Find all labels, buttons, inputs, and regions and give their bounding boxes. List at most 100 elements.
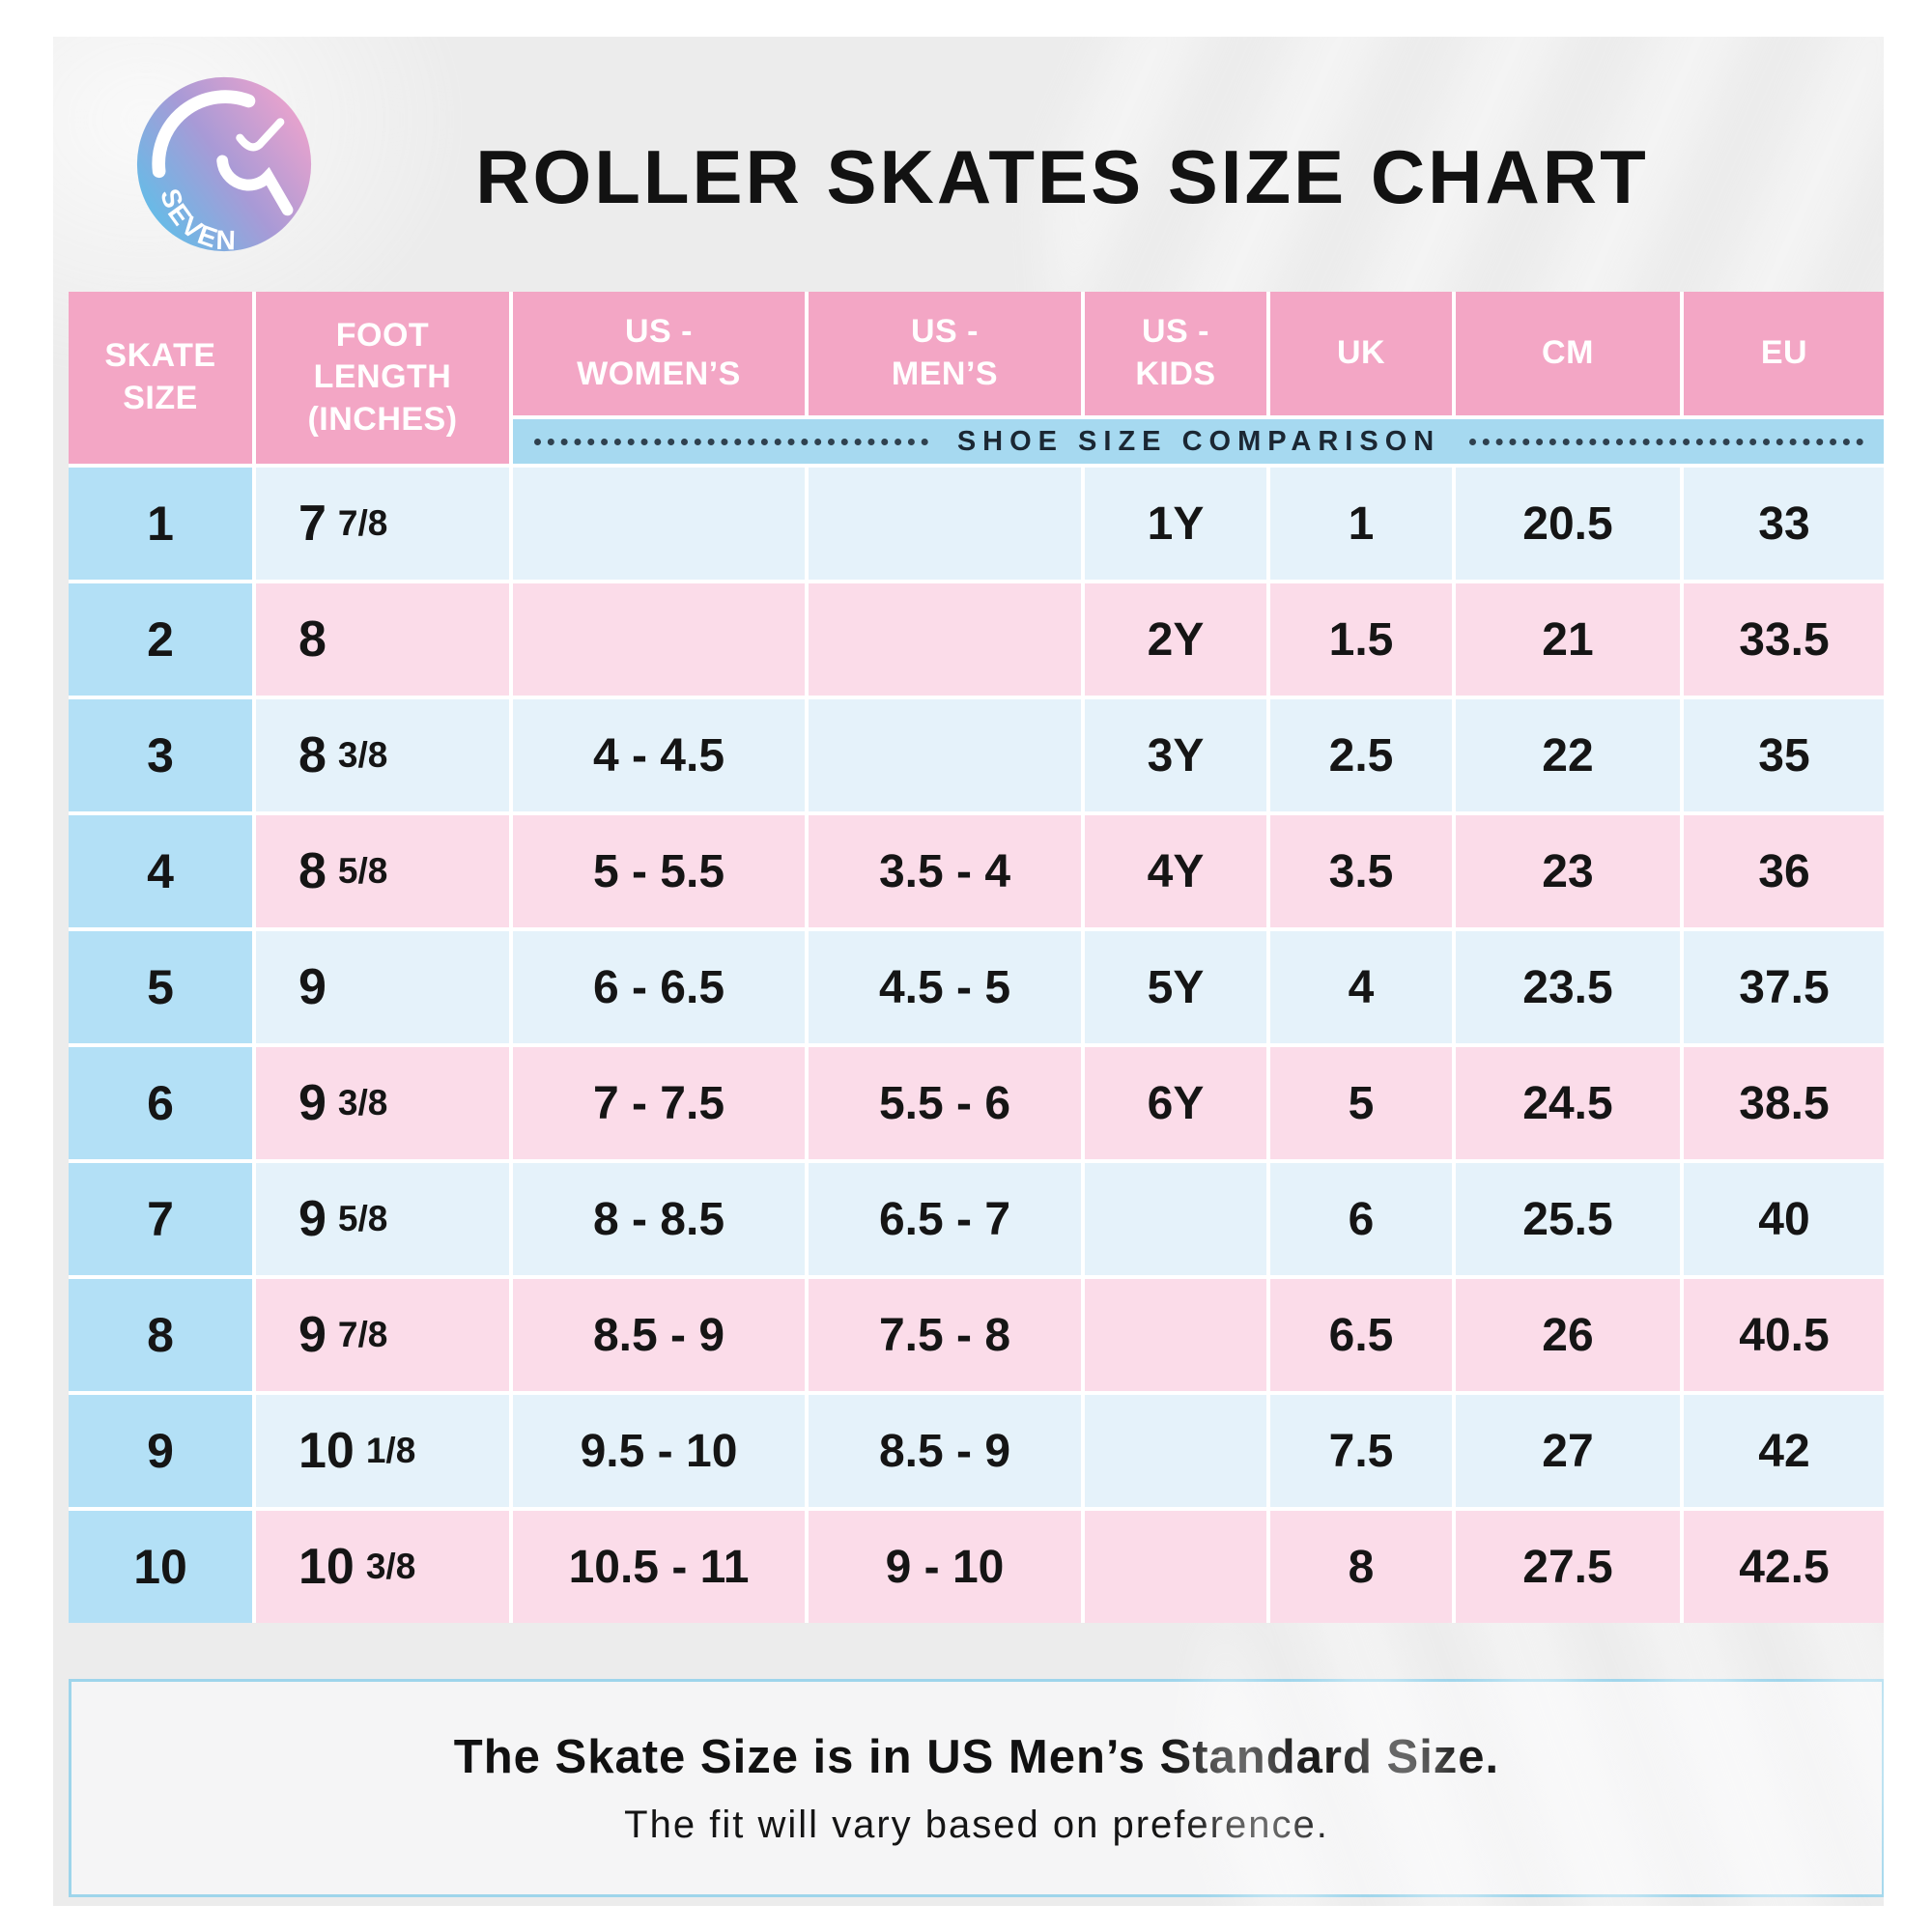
cell-kids-row-2: 2Y xyxy=(1085,583,1266,696)
banner-label: SHOE SIZE COMPARISON xyxy=(956,425,1441,457)
cell-mens-row-1 xyxy=(809,468,1081,580)
cell-skate-row-6: 6 xyxy=(69,1047,252,1159)
cell-foot-row-3: 8 3/8 xyxy=(256,699,509,811)
cell-skate-row-10: 10 xyxy=(69,1511,252,1623)
cell-womens-row-9: 9.5 - 10 xyxy=(513,1395,805,1507)
cell-uk-row-2: 1.5 xyxy=(1270,583,1452,696)
cell-foot-row-1: 7 7/8 xyxy=(256,468,509,580)
column-header-eu: EU xyxy=(1684,292,1884,415)
cell-eu-row-9: 42 xyxy=(1684,1395,1884,1507)
cell-cm-row-9: 27 xyxy=(1456,1395,1680,1507)
cell-uk-row-8: 6.5 xyxy=(1270,1279,1452,1391)
cell-womens-row-4: 5 - 5.5 xyxy=(513,815,805,927)
size-table: SKATE SIZE FOOT LENGTH (INCHES) US - WOMEN… xyxy=(69,292,1884,1623)
column-header-foot: FOOT LENGTH (INCHES) xyxy=(256,292,509,464)
cell-mens-row-9: 8.5 - 9 xyxy=(809,1395,1081,1507)
cell-skate-row-1: 1 xyxy=(69,468,252,580)
cell-womens-row-3: 4 - 4.5 xyxy=(513,699,805,811)
cell-womens-row-2 xyxy=(513,583,805,696)
page-title: ROLLER SKATES SIZE CHART xyxy=(475,133,1649,219)
cell-mens-row-2 xyxy=(809,583,1081,696)
cell-womens-row-8: 8.5 - 9 xyxy=(513,1279,805,1391)
cell-eu-row-2: 33.5 xyxy=(1684,583,1884,696)
brand-logo-icon: SEVEN xyxy=(136,76,312,252)
footnote-main-text: The Skate Size is in US Men’s Standard S… xyxy=(453,1730,1500,1783)
cell-uk-row-10: 8 xyxy=(1270,1511,1452,1623)
cell-skate-row-3: 3 xyxy=(69,699,252,811)
column-header-mens: US - MEN’S xyxy=(809,292,1081,415)
cell-kids-row-9 xyxy=(1085,1395,1266,1507)
cell-kids-row-8 xyxy=(1085,1279,1266,1391)
cell-womens-row-6: 7 - 7.5 xyxy=(513,1047,805,1159)
column-header-kids: US - KIDS xyxy=(1085,292,1266,415)
dotted-leader xyxy=(1469,438,1864,445)
cell-uk-row-5: 4 xyxy=(1270,931,1452,1043)
cell-mens-row-7: 6.5 - 7 xyxy=(809,1163,1081,1275)
cell-skate-row-8: 8 xyxy=(69,1279,252,1391)
cell-cm-row-5: 23.5 xyxy=(1456,931,1680,1043)
cell-mens-row-6: 5.5 - 6 xyxy=(809,1047,1081,1159)
cell-kids-row-6: 6Y xyxy=(1085,1047,1266,1159)
cell-mens-row-3 xyxy=(809,699,1081,811)
cell-uk-row-9: 7.5 xyxy=(1270,1395,1452,1507)
shoe-size-comparison-banner: SHOE SIZE COMPARISON xyxy=(513,419,1884,464)
cell-cm-row-10: 27.5 xyxy=(1456,1511,1680,1623)
infographic-card: SEVEN ROLLER SKATES SIZE CHART SKATE SIZ… xyxy=(53,37,1884,1906)
footnote-sub-text: The fit will vary based on preference. xyxy=(624,1803,1329,1846)
cell-eu-row-1: 33 xyxy=(1684,468,1884,580)
cell-cm-row-8: 26 xyxy=(1456,1279,1680,1391)
cell-uk-row-7: 6 xyxy=(1270,1163,1452,1275)
cell-eu-row-10: 42.5 xyxy=(1684,1511,1884,1623)
cell-womens-row-10: 10.5 - 11 xyxy=(513,1511,805,1623)
dotted-leader xyxy=(534,438,928,445)
cell-womens-row-5: 6 - 6.5 xyxy=(513,931,805,1043)
column-header-cm: CM xyxy=(1456,292,1680,415)
cell-uk-row-4: 3.5 xyxy=(1270,815,1452,927)
cell-foot-row-6: 9 3/8 xyxy=(256,1047,509,1159)
cell-skate-row-2: 2 xyxy=(69,583,252,696)
cell-womens-row-1 xyxy=(513,468,805,580)
cell-mens-row-10: 9 - 10 xyxy=(809,1511,1081,1623)
cell-eu-row-6: 38.5 xyxy=(1684,1047,1884,1159)
cell-mens-row-8: 7.5 - 8 xyxy=(809,1279,1081,1391)
cell-kids-row-1: 1Y xyxy=(1085,468,1266,580)
cell-cm-row-6: 24.5 xyxy=(1456,1047,1680,1159)
cell-cm-row-2: 21 xyxy=(1456,583,1680,696)
cell-cm-row-3: 22 xyxy=(1456,699,1680,811)
cell-foot-row-7: 9 5/8 xyxy=(256,1163,509,1275)
cell-eu-row-8: 40.5 xyxy=(1684,1279,1884,1391)
cell-eu-row-4: 36 xyxy=(1684,815,1884,927)
brand-header: SEVEN ROLLER SKATES SIZE CHART xyxy=(53,37,1884,265)
cell-foot-row-5: 9 xyxy=(256,931,509,1043)
cell-foot-row-10: 10 3/8 xyxy=(256,1511,509,1623)
cell-foot-row-8: 9 7/8 xyxy=(256,1279,509,1391)
cell-skate-row-4: 4 xyxy=(69,815,252,927)
column-header-womens: US - WOMEN’S xyxy=(513,292,805,415)
cell-womens-row-7: 8 - 8.5 xyxy=(513,1163,805,1275)
cell-mens-row-5: 4.5 - 5 xyxy=(809,931,1081,1043)
cell-eu-row-3: 35 xyxy=(1684,699,1884,811)
cell-foot-row-2: 8 xyxy=(256,583,509,696)
cell-skate-row-5: 5 xyxy=(69,931,252,1043)
cell-cm-row-4: 23 xyxy=(1456,815,1680,927)
cell-eu-row-5: 37.5 xyxy=(1684,931,1884,1043)
cell-cm-row-1: 20.5 xyxy=(1456,468,1680,580)
cell-uk-row-1: 1 xyxy=(1270,468,1452,580)
cell-kids-row-4: 4Y xyxy=(1085,815,1266,927)
cell-uk-row-6: 5 xyxy=(1270,1047,1452,1159)
cell-foot-row-4: 8 5/8 xyxy=(256,815,509,927)
cell-kids-row-5: 5Y xyxy=(1085,931,1266,1043)
cell-kids-row-10 xyxy=(1085,1511,1266,1623)
column-header-uk: UK xyxy=(1270,292,1452,415)
cell-foot-row-9: 10 1/8 xyxy=(256,1395,509,1507)
cell-mens-row-4: 3.5 - 4 xyxy=(809,815,1081,927)
cell-skate-row-9: 9 xyxy=(69,1395,252,1507)
cell-uk-row-3: 2.5 xyxy=(1270,699,1452,811)
cell-kids-row-7 xyxy=(1085,1163,1266,1275)
cell-skate-row-7: 7 xyxy=(69,1163,252,1275)
cell-cm-row-7: 25.5 xyxy=(1456,1163,1680,1275)
cell-eu-row-7: 40 xyxy=(1684,1163,1884,1275)
cell-kids-row-3: 3Y xyxy=(1085,699,1266,811)
footnote-box: The Skate Size is in US Men’s Standard S… xyxy=(69,1679,1884,1897)
